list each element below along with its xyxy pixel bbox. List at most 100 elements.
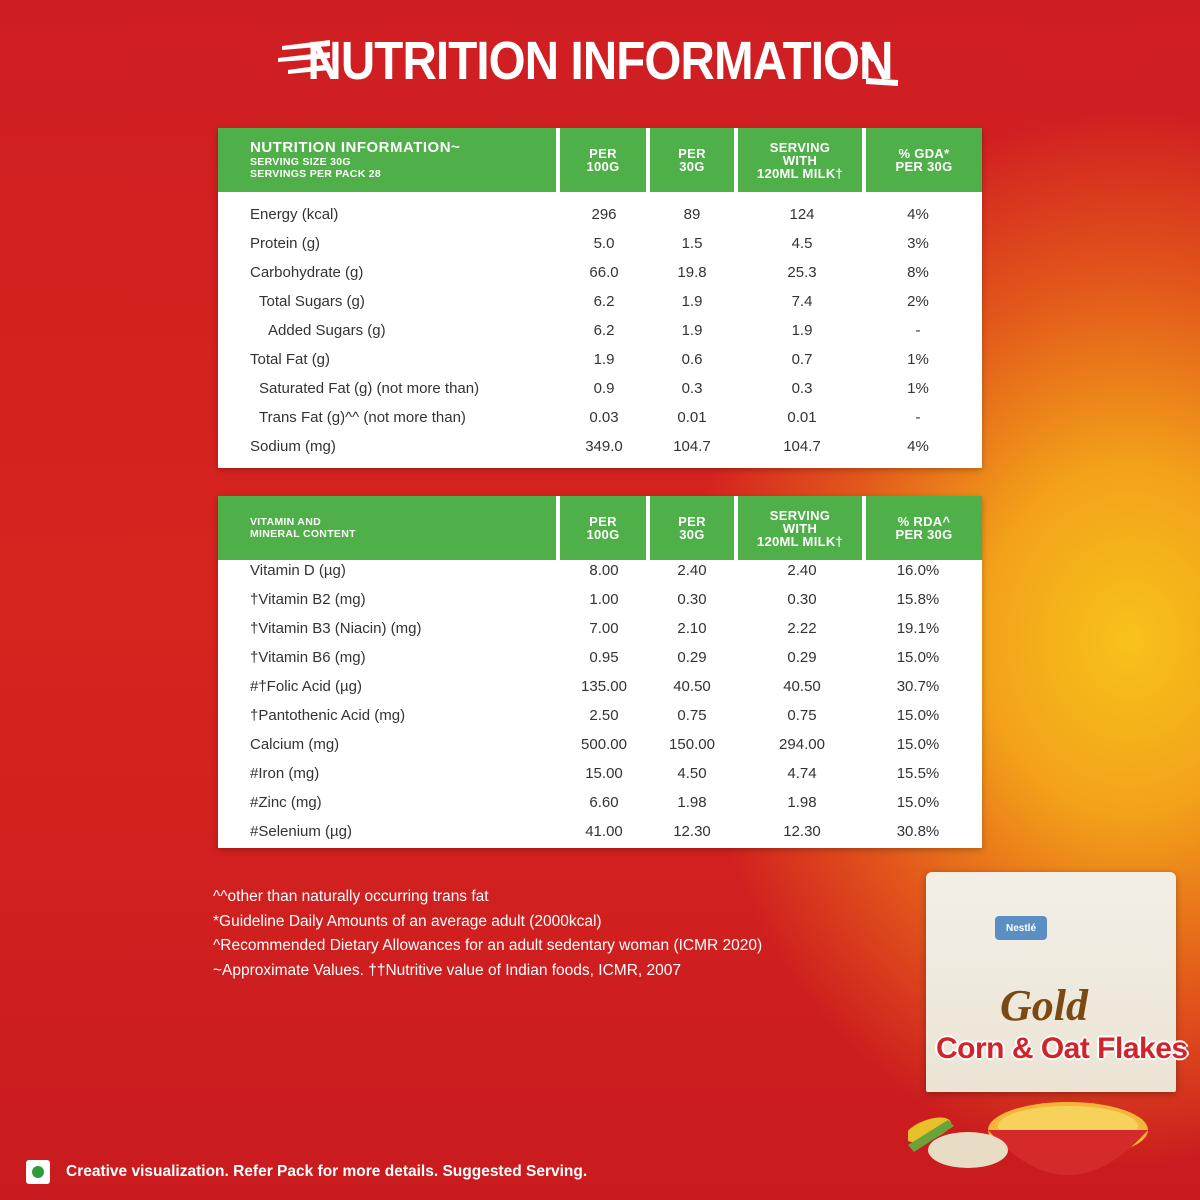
header-title-cell: VITAMIN AND MINERAL CONTENT (218, 496, 556, 560)
disclaimer-text: Creative visualization. Refer Pack for m… (66, 1163, 588, 1180)
header-text: PER (678, 146, 706, 161)
value-cell: 2.22 (787, 620, 817, 637)
value-cell: 25.3 (787, 264, 817, 281)
value-cell: 296 (591, 206, 617, 223)
nutrient-label: Calcium (mg) (250, 736, 340, 753)
value-cell: 8% (907, 264, 929, 281)
table-row: Calcium (mg) 500.00 150.00 294.00 15.0% (218, 730, 982, 759)
value-cell: 0.9 (593, 380, 615, 397)
footnote: ^^other than naturally occurring trans f… (213, 888, 489, 905)
table-row: Sodium (mg) 349.0 104.7 104.7 4% (218, 432, 982, 461)
value-cell: 3% (907, 235, 929, 252)
table-row: †Vitamin B6 (mg) 0.95 0.29 0.29 15.0% (218, 643, 982, 672)
product-line-logo: Gold (1000, 981, 1088, 1030)
value-cell: 30.7% (896, 678, 940, 695)
header-text: PER 30G (895, 159, 953, 174)
header-text: PER (589, 146, 617, 161)
value-cell: 2% (907, 293, 929, 310)
value-cell: 0.6 (681, 351, 703, 368)
table-row: Energy (kcal) 296 89 124 4% (218, 200, 982, 229)
value-cell: 1% (907, 380, 929, 397)
value-cell: 15.00 (585, 765, 623, 782)
value-cell: 349.0 (585, 438, 623, 455)
speed-lines-icon (278, 40, 330, 74)
value-cell: 0.30 (677, 591, 707, 608)
nutrient-label: Added Sugars (g) (268, 322, 386, 339)
value-cell: 500.00 (581, 736, 627, 753)
value-cell: 40.50 (673, 678, 711, 695)
header-text: 120ML MILK† (756, 533, 844, 549)
table-row: #Iron (mg) 15.00 4.50 4.74 15.5% (218, 759, 982, 788)
value-cell: 30.8% (896, 823, 940, 840)
header-rda: % RDA^ PER 30G (866, 496, 982, 560)
nutrient-label: Trans Fat (g)^^ (not more than) (259, 409, 466, 426)
nutrient-label: †Pantothenic Acid (mg) (250, 707, 406, 724)
header-per-100g: PER 100G (560, 128, 646, 192)
value-cell: 1.5 (681, 235, 703, 252)
nutrient-label: Sodium (mg) (250, 438, 336, 455)
value-cell: 0.29 (787, 649, 817, 666)
header-title: MINERAL CONTENT (250, 528, 356, 540)
nutrient-label: Vitamin D (µg) (250, 562, 346, 579)
value-cell: 4.5 (791, 235, 813, 252)
nutrient-label: #Iron (mg) (250, 765, 320, 782)
value-cell: 0.01 (677, 409, 707, 426)
sparkle-lines-icon (860, 44, 898, 86)
value-cell: - (915, 409, 921, 426)
value-cell: 0.01 (787, 409, 817, 426)
table-row: Trans Fat (g)^^ (not more than) 0.03 0.01 0… (218, 403, 982, 432)
product-name: Corn & Oat Flakes (936, 1032, 1188, 1065)
value-cell: 0.75 (787, 707, 817, 724)
footnote: ~Approximate Values. ††Nutritive value o… (213, 961, 681, 979)
value-cell: 104.7 (673, 438, 711, 455)
value-cell: 1.00 (589, 591, 619, 608)
header-title: VITAMIN AND (250, 516, 321, 528)
page-title: NUTRITION INFORMATION (307, 31, 893, 91)
value-cell: 4.50 (677, 765, 707, 782)
value-cell: 15.0% (896, 649, 940, 666)
product-pack (926, 872, 1176, 1092)
value-cell: 104.7 (783, 438, 821, 455)
value-cell: 150.00 (669, 736, 715, 753)
disclaimer: Creative visualization. Refer Pack for m… (26, 1160, 587, 1184)
table-row: Vitamin D (µg) 8.00 2.40 2.40 16.0% (218, 556, 982, 585)
footnotes: ^^other than naturally occurring trans f… (213, 885, 762, 983)
value-cell: 0.03 (589, 409, 619, 426)
value-cell: 1.9 (681, 322, 703, 339)
footnote: ^Recommended Dietary Allowances for an a… (213, 937, 763, 954)
value-cell: 15.0% (896, 707, 940, 724)
value-cell: 4% (907, 206, 929, 223)
value-cell: 6.2 (593, 322, 615, 339)
value-cell: 19.8 (677, 264, 707, 281)
nutrient-label: †Vitamin B2 (mg) (250, 591, 366, 608)
header-text: PER (589, 514, 617, 529)
value-cell: 15.5% (896, 765, 940, 782)
header-text: % RDA^ (897, 514, 951, 529)
value-cell: 1.9 (681, 293, 703, 310)
value-cell: 66.0 (589, 264, 619, 281)
value-cell: 294.00 (779, 736, 825, 753)
table-row: #Selenium (µg) 41.00 12.30 12.30 30.8% (218, 817, 982, 846)
table-row: Total Fat (g) 1.9 0.6 0.7 1% (218, 345, 982, 374)
value-cell: 12.30 (673, 823, 711, 840)
header-text: 100G (586, 527, 620, 542)
value-cell: 135.00 (581, 678, 627, 695)
value-cell: 16.0% (896, 562, 940, 579)
value-cell: 2.50 (589, 707, 619, 724)
header-text: WITH (782, 152, 818, 168)
value-cell: 0.30 (787, 591, 817, 608)
header-text: SERVING (769, 139, 831, 155)
nutrition-table-header: NUTRITION INFORMATION~ SERVING SIZE 30G … (218, 128, 982, 192)
nutrient-label: #†Folic Acid (µg) (250, 678, 363, 695)
nutrient-label: #Zinc (mg) (250, 794, 322, 811)
header-text: % GDA* (898, 146, 950, 161)
table-row: #†Folic Acid (µg) 135.00 40.50 40.50 30.7% (218, 672, 982, 701)
nutrient-label: Carbohydrate (g) (250, 264, 364, 281)
value-cell: 40.50 (783, 678, 821, 695)
value-cell: 4.74 (787, 765, 817, 782)
header-serving-with-milk: SERVING WITH 120ML MILK† (738, 496, 862, 560)
nutrient-label: Protein (g) (250, 235, 321, 252)
nutrient-label: Saturated Fat (g) (not more than) (259, 380, 480, 397)
table-row: †Vitamin B3 (Niacin) (mg) 7.00 2.10 2.22 19.… (218, 614, 982, 643)
table-row: Total Sugars (g) 6.2 1.9 7.4 2% (218, 287, 982, 316)
